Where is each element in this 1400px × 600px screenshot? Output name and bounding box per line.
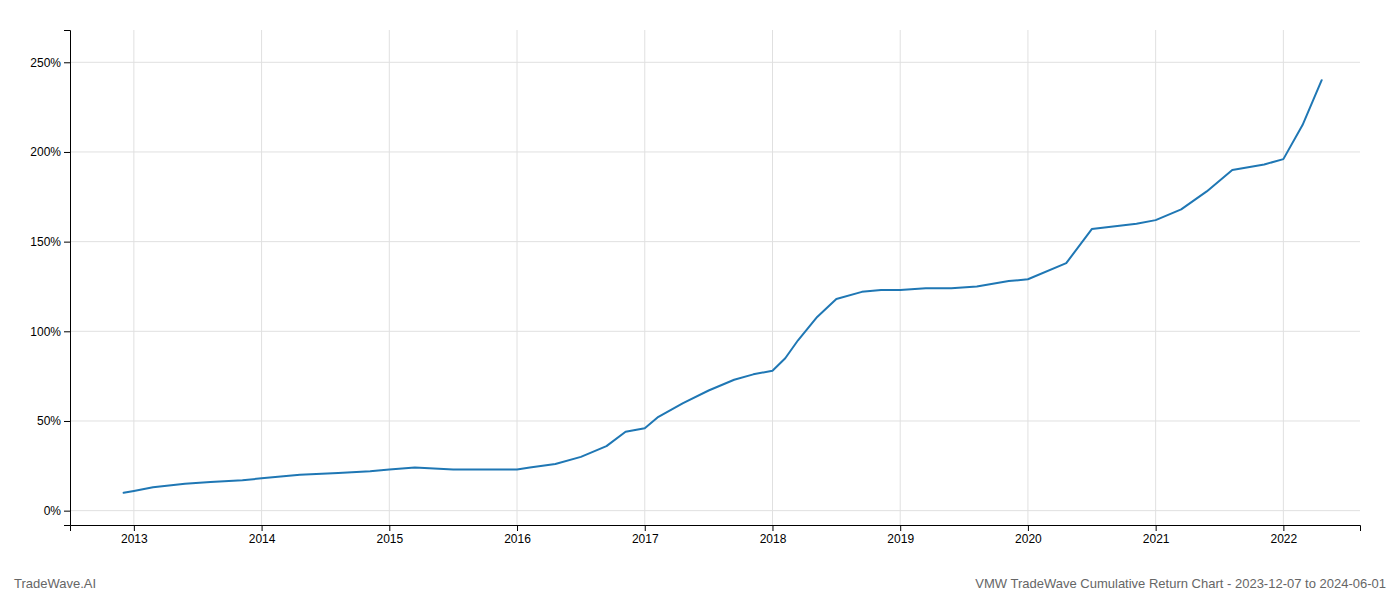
y-grid-line (70, 510, 1360, 511)
x-tick: 2017 (632, 525, 659, 546)
x-axis-line (71, 526, 1361, 532)
x-tick-mark (389, 525, 390, 531)
footer: TradeWave.AI VMW TradeWave Cumulative Ret… (14, 576, 1386, 591)
marks (124, 80, 1322, 493)
x-tick-label: 2013 (121, 532, 148, 546)
x-grid-line (133, 30, 134, 525)
y-tick-label: 50% (37, 414, 61, 428)
line (124, 80, 1322, 493)
x-grid-line (644, 30, 645, 525)
y-tick-label: 0% (44, 504, 62, 518)
x-tick-label: 2015 (376, 532, 403, 546)
y-tick: 150% (30, 235, 70, 249)
y-tick: 50% (37, 414, 70, 428)
x-grid-line (261, 30, 262, 525)
y-tick-mark (64, 421, 70, 422)
x-tick-mark (517, 525, 518, 531)
x-tick-mark (772, 525, 773, 531)
x-tick: 2020 (1015, 525, 1042, 546)
y-tick-mark (64, 152, 70, 153)
x-tick-label: 2021 (1143, 532, 1170, 546)
x-tick-label: 2019 (887, 532, 914, 546)
x-grid-line (389, 30, 390, 525)
x-tick-label: 2016 (504, 532, 531, 546)
x-grid-line (772, 30, 773, 525)
y-tick-mark (64, 62, 70, 63)
y-grid-line (70, 420, 1360, 421)
x-grid-line (1027, 30, 1028, 525)
x-tick: 2016 (504, 525, 531, 546)
x-grid-line (900, 30, 901, 525)
x-tick-label: 2017 (632, 532, 659, 546)
x-tick-mark (645, 525, 646, 531)
x-tick: 2022 (1271, 525, 1298, 546)
x-grid-line (1155, 30, 1156, 525)
y-grid-line (70, 331, 1360, 332)
y-tick-mark (64, 331, 70, 332)
y-grid-line (70, 151, 1360, 152)
x-axis: 2013 2014 2015 2016 2017 2018 2019 2020 2021 2022 (71, 525, 1361, 546)
y-tick: 100% (30, 325, 70, 339)
y-tick-label: 150% (30, 235, 61, 249)
x-tick: 2013 (121, 525, 148, 546)
y-tick-mark (64, 242, 70, 243)
x-tick-mark (134, 525, 135, 531)
x-tick-label: 2022 (1271, 532, 1298, 546)
chart: 2013 2014 2015 2016 2017 2018 2019 2020 2021 2022… (0, 0, 1400, 600)
grid (70, 30, 1360, 525)
y-tick-mark (64, 511, 70, 512)
x-tick-label: 2018 (760, 532, 787, 546)
x-grid-line (1283, 30, 1284, 525)
y-grid-line (70, 62, 1360, 63)
y-axis: 0% 50% 100% 150% 200% 250% (30, 31, 70, 526)
footer-text: VMW TradeWave Cumulative Return Chart - … (975, 576, 1386, 591)
x-tick-label: 2020 (1015, 532, 1042, 546)
y-tick-label: 200% (30, 145, 61, 159)
footer-text: TradeWave.AI (14, 576, 96, 591)
x-tick-label: 2014 (249, 532, 276, 546)
x-tick: 2021 (1143, 525, 1170, 546)
x-grid-line (517, 30, 518, 525)
y-grid-line (70, 241, 1360, 242)
x-tick: 2015 (376, 525, 403, 546)
plot-area: 2013 2014 2015 2016 2017 2018 2019 2020 2021 2022… (30, 30, 1360, 546)
y-tick-label: 250% (30, 56, 61, 70)
x-tick-mark (1156, 525, 1157, 531)
x-tick: 2019 (887, 525, 914, 546)
y-tick-label: 100% (30, 325, 61, 339)
y-tick: 250% (30, 56, 70, 70)
x-tick-mark (900, 525, 901, 531)
y-axis-line (64, 31, 71, 526)
x-tick-mark (1028, 525, 1029, 531)
y-tick: 200% (30, 145, 70, 159)
x-tick-mark (262, 525, 263, 531)
x-tick: 2014 (249, 525, 276, 546)
x-tick: 2018 (760, 525, 787, 546)
y-tick: 0% (44, 504, 70, 518)
x-tick-mark (1283, 525, 1284, 531)
